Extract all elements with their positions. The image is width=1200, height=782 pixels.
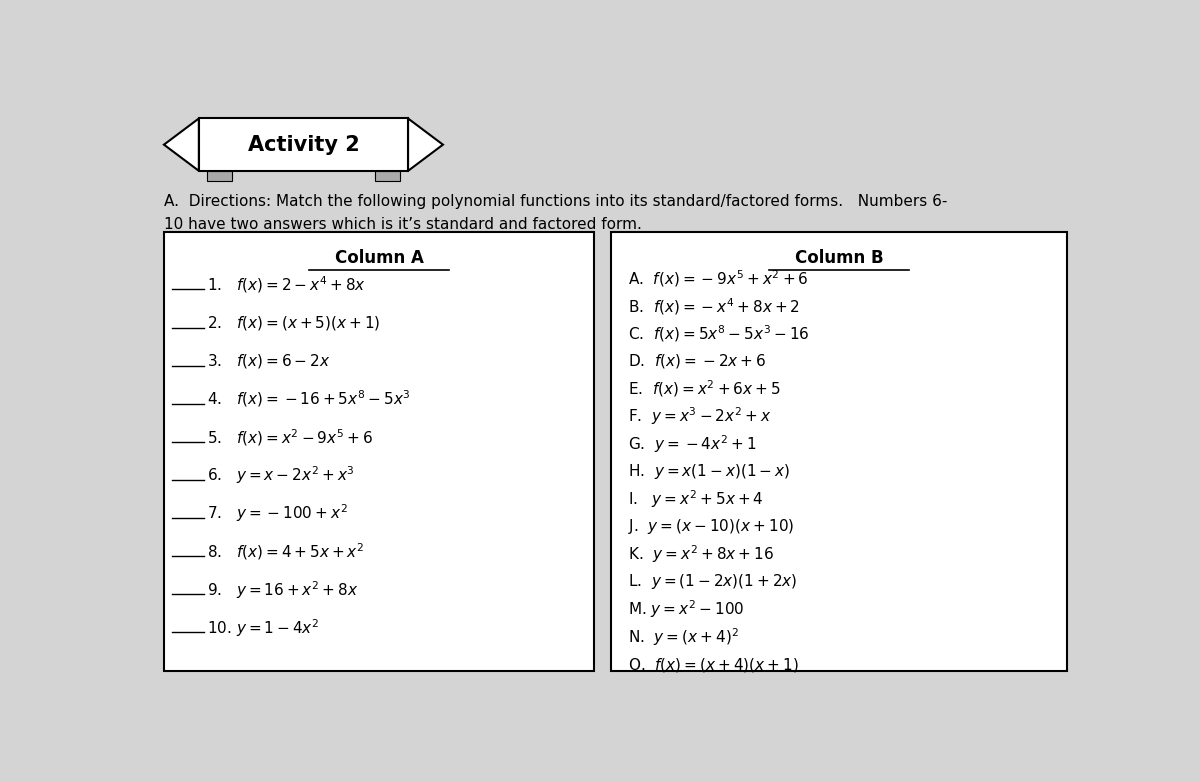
Polygon shape [164, 119, 199, 170]
Polygon shape [374, 170, 401, 181]
Text: 1.   $f(x) = 2 - x^4 + 8x$: 1. $f(x) = 2 - x^4 + 8x$ [206, 274, 366, 295]
FancyBboxPatch shape [164, 232, 594, 671]
Text: 10. $y = 1 - 4x^2$: 10. $y = 1 - 4x^2$ [206, 617, 319, 639]
Text: D.  $f(x) = -2x + 6$: D. $f(x) = -2x + 6$ [628, 353, 767, 371]
Text: L.  $y = (1-2x)(1+2x)$: L. $y = (1-2x)(1+2x)$ [628, 572, 798, 591]
Text: G.  $y = -4x^2 + 1$: G. $y = -4x^2 + 1$ [628, 433, 757, 455]
Text: J.  $y = (x-10)(x+10)$: J. $y = (x-10)(x+10)$ [628, 517, 794, 536]
Text: B.  $f(x) = -x^4 + 8x + 2$: B. $f(x) = -x^4 + 8x + 2$ [628, 296, 800, 317]
Text: 5.   $f(x) = x^2 - 9x^5 + 6$: 5. $f(x) = x^2 - 9x^5 + 6$ [206, 427, 372, 447]
Text: 4.   $f(x) = -16 + 5x^8 - 5x^3$: 4. $f(x) = -16 + 5x^8 - 5x^3$ [206, 389, 410, 410]
Text: M. $y = x^2 - 100$: M. $y = x^2 - 100$ [628, 598, 744, 620]
Text: N.  $y = (x+4)^2$: N. $y = (x+4)^2$ [628, 626, 739, 647]
Polygon shape [408, 119, 443, 170]
Polygon shape [206, 170, 232, 181]
Text: Column B: Column B [794, 249, 883, 267]
Text: E.  $f(x) = x^2 + 6x + 5$: E. $f(x) = x^2 + 6x + 5$ [628, 378, 781, 400]
Text: K.  $y = x^2 + 8x + 16$: K. $y = x^2 + 8x + 16$ [628, 543, 774, 565]
Text: 10 have two answers which is it’s standard and factored form.: 10 have two answers which is it’s standa… [164, 217, 642, 232]
Text: 8.   $f(x) = 4 + 5x + x^2$: 8. $f(x) = 4 + 5x + x^2$ [206, 541, 364, 562]
Text: F.  $y = x^3 - 2x^2 + x$: F. $y = x^3 - 2x^2 + x$ [628, 406, 772, 427]
Text: 9.   $y = 16 + x^2 + 8x$: 9. $y = 16 + x^2 + 8x$ [206, 579, 358, 601]
Text: 3.   $f(x) = 6 - 2x$: 3. $f(x) = 6 - 2x$ [206, 352, 330, 370]
FancyBboxPatch shape [199, 119, 408, 170]
Text: 6.   $y = x - 2x^2 + x^3$: 6. $y = x - 2x^2 + x^3$ [206, 465, 354, 486]
Text: Column A: Column A [335, 249, 424, 267]
Text: H.  $y = x(1-x)(1-x)$: H. $y = x(1-x)(1-x)$ [628, 462, 791, 481]
Text: C.  $f(x) = 5x^8 - 5x^3 - 16$: C. $f(x) = 5x^8 - 5x^3 - 16$ [628, 324, 810, 344]
Text: Activity 2: Activity 2 [247, 135, 359, 155]
Text: A.  $f(x) = -9x^5 + x^2 + 6$: A. $f(x) = -9x^5 + x^2 + 6$ [628, 268, 809, 289]
Text: I.   $y = x^2 + 5x + 4$: I. $y = x^2 + 5x + 4$ [628, 488, 763, 510]
Text: 7.   $y = -100 + x^2$: 7. $y = -100 + x^2$ [206, 503, 347, 525]
Text: O.  $f(x) = (x+4)(x+1)$: O. $f(x) = (x+4)(x+1)$ [628, 655, 799, 673]
FancyBboxPatch shape [611, 232, 1067, 671]
Text: A.  Directions: Match the following polynomial functions into its standard/facto: A. Directions: Match the following polyn… [164, 194, 947, 209]
Text: 2.   $f(x) = (x+5)(x+1)$: 2. $f(x) = (x+5)(x+1)$ [206, 314, 380, 332]
